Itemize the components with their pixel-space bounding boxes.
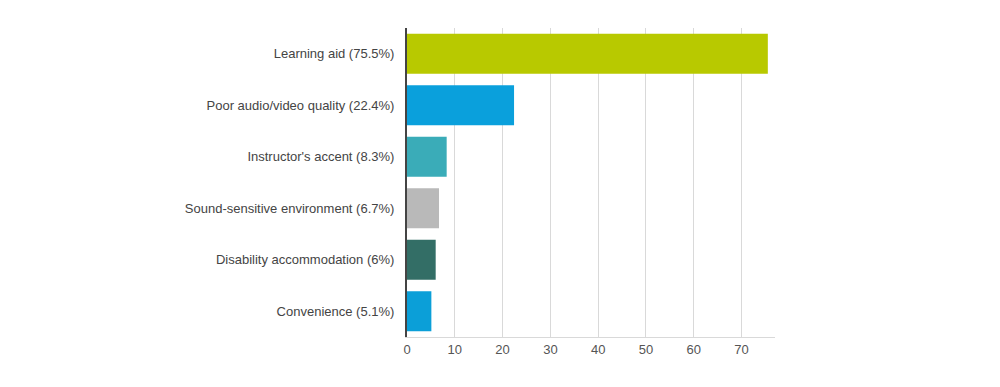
svg-text:40: 40 — [591, 342, 605, 357]
svg-text:20: 20 — [495, 342, 509, 357]
svg-text:0: 0 — [403, 342, 410, 357]
svg-text:Convenience (5.1%): Convenience (5.1%) — [277, 304, 395, 319]
svg-text:Instructor's accent (8.3%): Instructor's accent (8.3%) — [247, 149, 394, 164]
svg-text:Sound-sensitive environment (6: Sound-sensitive environment (6.7%) — [185, 201, 395, 216]
svg-text:10: 10 — [448, 342, 462, 357]
svg-text:Disability accommodation (6%): Disability accommodation (6%) — [216, 252, 394, 267]
svg-text:Learning aid (75.5%): Learning aid (75.5%) — [274, 46, 395, 61]
svg-text:60: 60 — [687, 342, 701, 357]
svg-text:Poor audio/video quality (22.4: Poor audio/video quality (22.4%) — [207, 98, 395, 113]
svg-text:30: 30 — [543, 342, 557, 357]
svg-text:50: 50 — [639, 342, 653, 357]
svg-text:70: 70 — [734, 342, 748, 357]
